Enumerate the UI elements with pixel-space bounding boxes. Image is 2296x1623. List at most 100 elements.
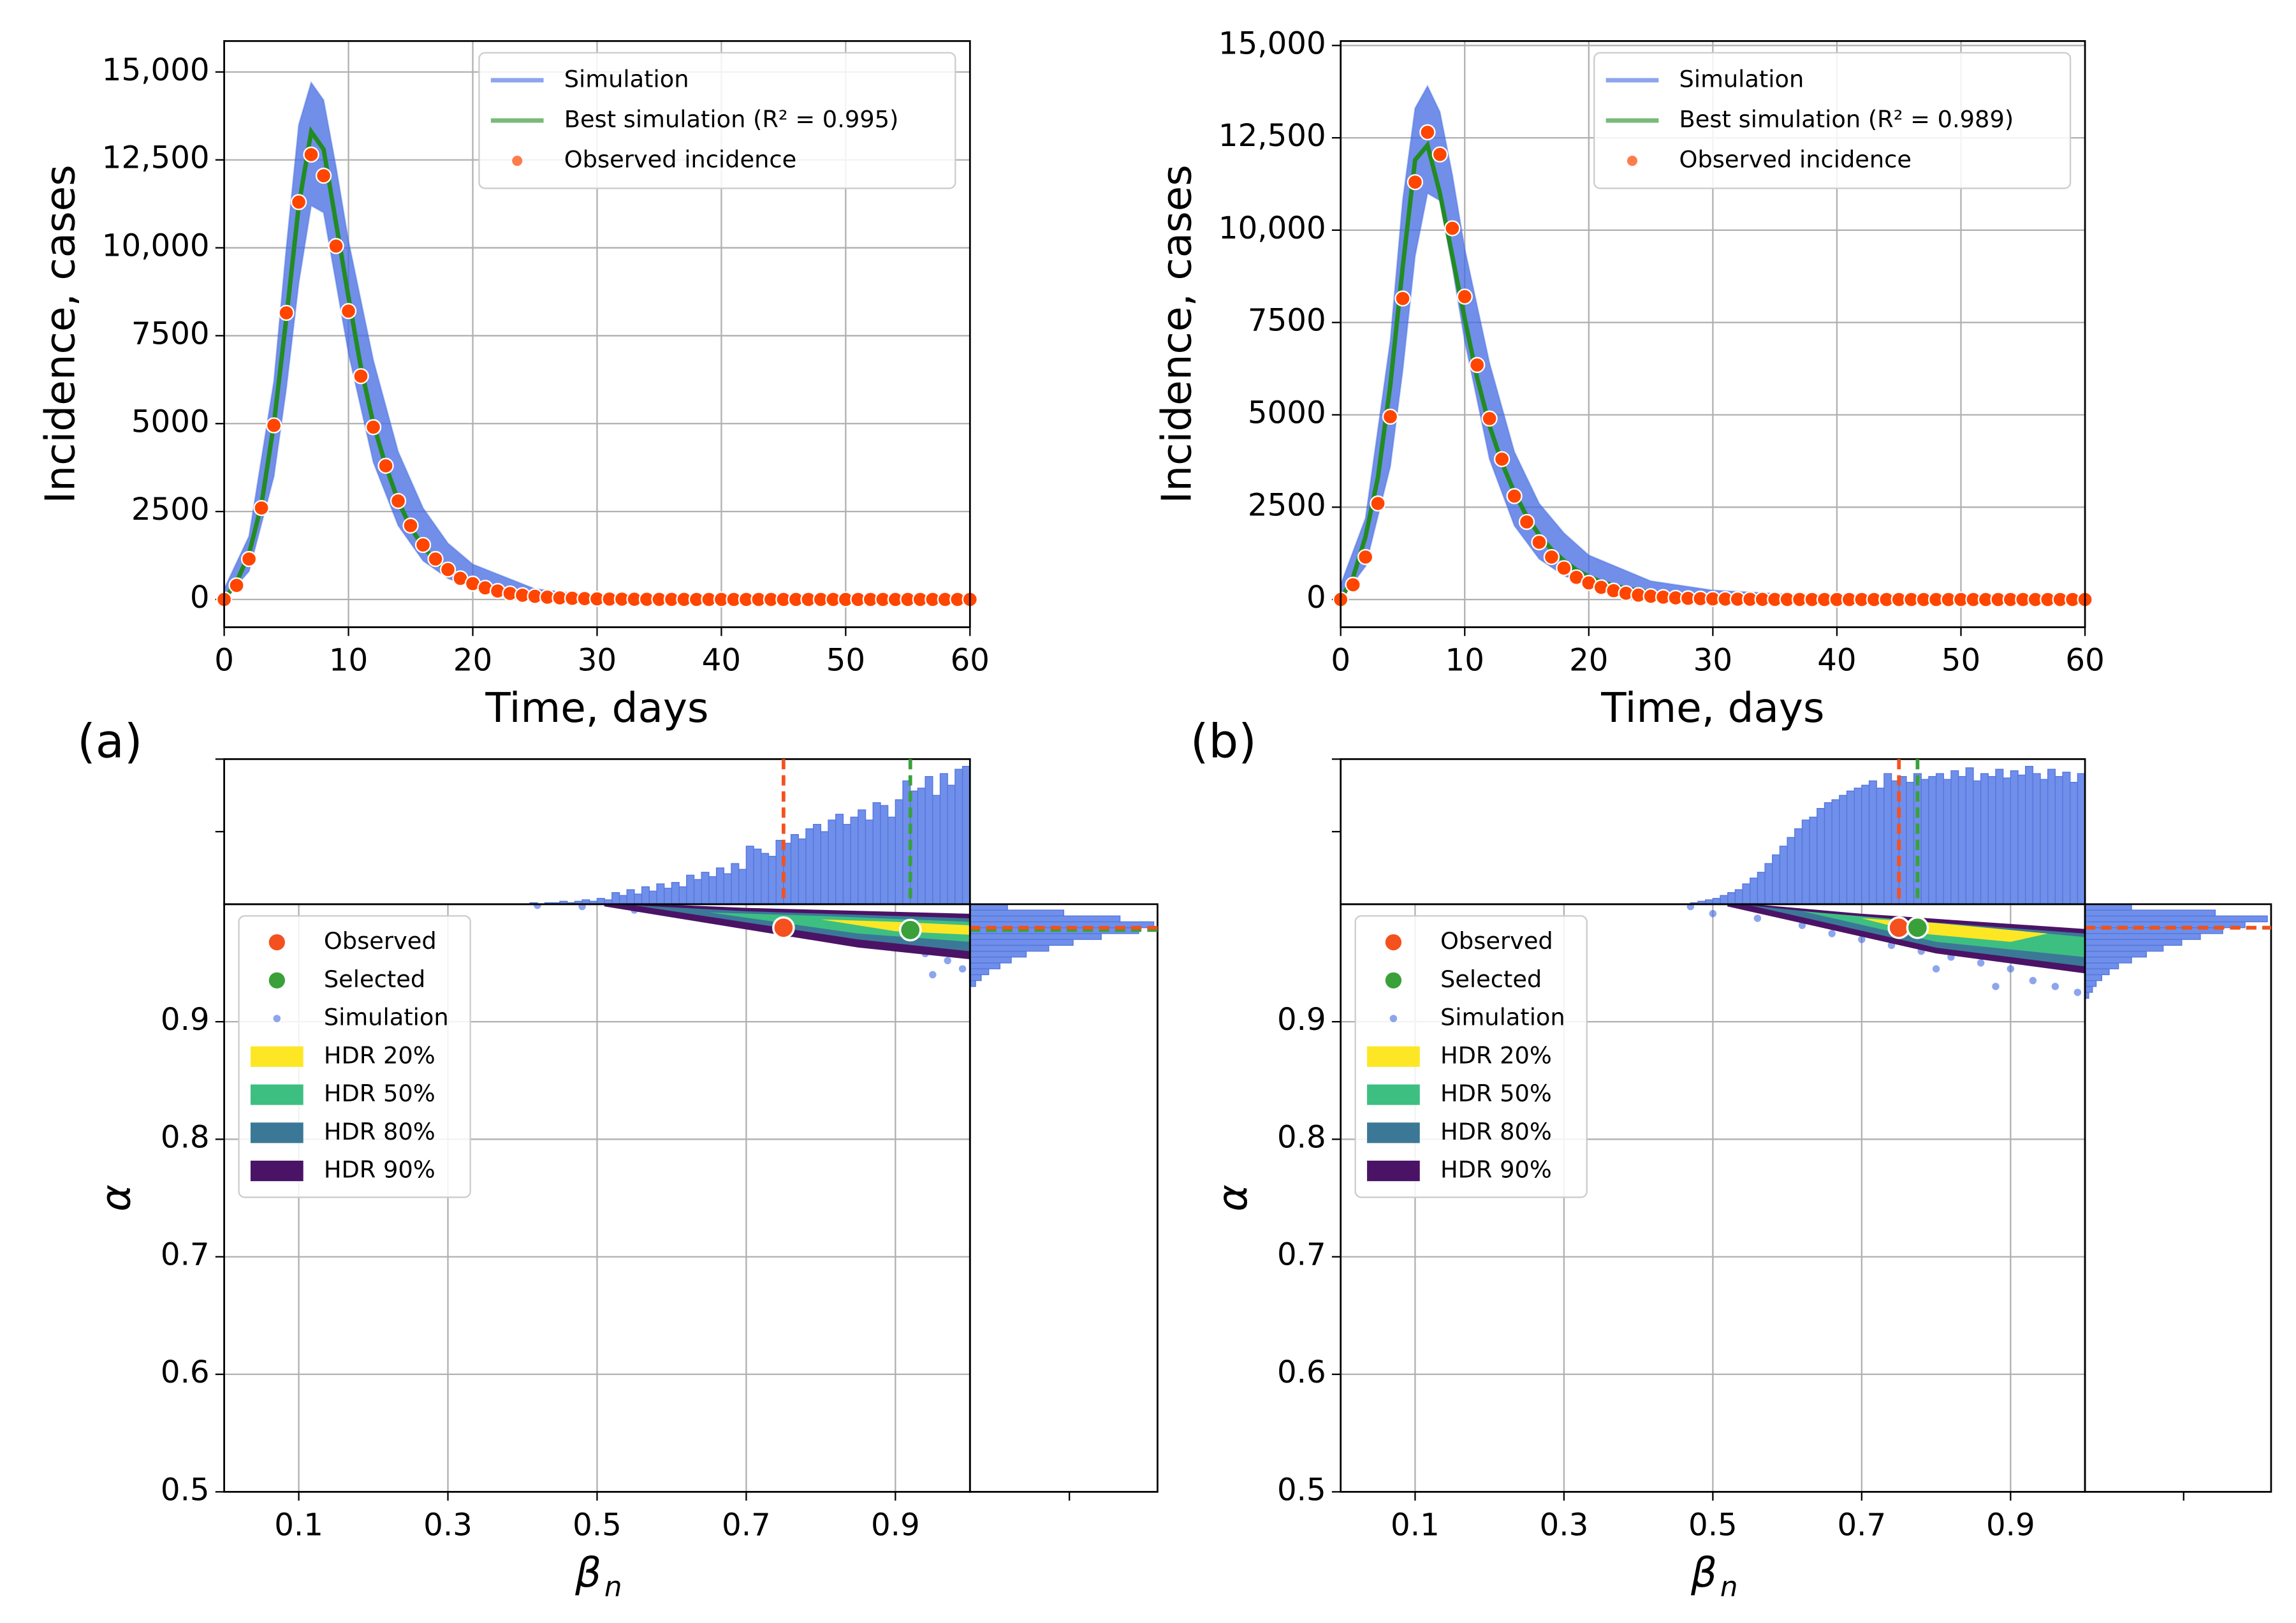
hist-bar [1817, 808, 1825, 905]
legend-box [478, 52, 956, 189]
observed-point [265, 417, 282, 434]
x-tick-label: 0.1 [1391, 1507, 1440, 1543]
hist-bar [969, 950, 1027, 958]
legend-label: HDR 90% [324, 1156, 435, 1184]
hist-bar [626, 889, 635, 905]
legend-swatch [250, 1122, 303, 1143]
x-tick-label: 0 [214, 643, 234, 679]
x-tick-label: 30 [1693, 643, 1732, 679]
hist-bar [1876, 788, 1885, 905]
hist-bar [1854, 788, 1862, 905]
hist-bar [812, 824, 822, 905]
hist-bar [2084, 904, 2132, 911]
observed-point [228, 577, 245, 594]
observed-point [340, 303, 357, 319]
hist-bar [2084, 939, 2183, 946]
hist-bar [2084, 962, 2119, 969]
observed-point [1493, 451, 1510, 467]
y-tick-label: 0.6 [1277, 1355, 1326, 1390]
x-tick-label: 40 [1817, 643, 1856, 679]
hist-bar [611, 892, 620, 905]
y-tick-label: 0.9 [161, 1002, 210, 1038]
x-axis-label: β [574, 1549, 601, 1597]
panel-label: (a) [77, 714, 142, 768]
hist-bar [2040, 779, 2049, 905]
hist-bar [887, 816, 896, 905]
legend-label: Simulation [324, 1004, 449, 1031]
observed-point [315, 167, 332, 184]
legend-swatch [1627, 156, 1638, 166]
hist-bar [1973, 780, 1982, 905]
y-tick-label: 0 [1306, 580, 1326, 615]
hist-bar [969, 933, 1102, 940]
legend-box [1593, 52, 2072, 189]
hist-bar [1957, 775, 1966, 905]
y-tick-label: 0.6 [161, 1355, 210, 1390]
hist-bar [939, 773, 948, 905]
hist-bar [723, 873, 732, 905]
hist-bar [932, 795, 941, 905]
observed-point [1357, 548, 1374, 566]
x-axis-label-sub: n [604, 1571, 622, 1603]
hist-bar [2054, 775, 2063, 905]
hist-bar [1950, 770, 1959, 905]
legend-label: Best simulation (R² = 0.995) [564, 106, 899, 133]
legend-label: HDR 50% [1440, 1080, 1552, 1107]
hist-bar [969, 904, 1008, 911]
observed-point [365, 419, 382, 436]
x-tick-label: 50 [826, 643, 865, 679]
simulation-point [2007, 965, 2015, 973]
y-tick-label: 0.7 [1277, 1237, 1326, 1273]
hist-bar [2070, 782, 2079, 905]
hist-bar [693, 879, 702, 905]
hist-bar [1757, 872, 1766, 905]
y-axis-label: Incidence, cases [36, 165, 84, 503]
hist-bar [738, 869, 747, 905]
observed-point [253, 499, 270, 517]
hist-bar [715, 867, 724, 905]
legend-swatch [268, 934, 285, 951]
hist-bar [828, 819, 837, 905]
legend-label: Simulation [1679, 65, 1804, 92]
simulation-point [1709, 909, 1717, 918]
hist-bar [1720, 895, 1729, 905]
y-tick-label: 0.5 [161, 1472, 210, 1508]
x-tick-label: 0.3 [423, 1507, 472, 1543]
hdr-region [634, 905, 970, 951]
hist-bar [969, 957, 1012, 964]
x-tick-label: 0.7 [1837, 1507, 1886, 1543]
axes-frame [1340, 903, 2086, 1493]
y-axis-label: α [1209, 1184, 1257, 1211]
hist-bar [790, 834, 799, 905]
hist-bar [1831, 799, 1840, 905]
y-tick-label: 12,500 [102, 140, 210, 176]
hist-bar [2032, 773, 2041, 905]
y-tick-label: 7500 [1248, 303, 1326, 339]
y-tick-label: 0.8 [1277, 1119, 1326, 1155]
hist-bar [895, 799, 903, 905]
hist-bar [1787, 837, 1795, 905]
hist-bar [865, 819, 874, 905]
x-tick-label: 0.9 [1986, 1507, 2035, 1543]
hist-bar [1861, 784, 1870, 905]
legend-label: Observed incidence [564, 146, 796, 173]
legend-label: HDR 80% [324, 1118, 435, 1145]
legend-swatch [1367, 1160, 1420, 1182]
hist-bar [969, 939, 1074, 946]
hist-bar [1928, 775, 1937, 905]
legend-swatch [1367, 1046, 1420, 1067]
hist-bar [969, 968, 990, 976]
hist-bar [1772, 854, 1781, 905]
hist-bar [648, 890, 657, 905]
y-tick-label: 12,500 [1218, 118, 1326, 154]
hist-bar [925, 775, 933, 905]
observed-point [1469, 356, 1486, 373]
hist-bar [2084, 986, 2093, 993]
hist-bar [1824, 802, 1832, 905]
hist-bar [2084, 980, 2097, 987]
observed-point [414, 536, 432, 554]
hist-bar [2017, 774, 2026, 905]
hist-bar [1906, 782, 1915, 905]
x-axis-label-sub: n [1720, 1571, 1738, 1603]
